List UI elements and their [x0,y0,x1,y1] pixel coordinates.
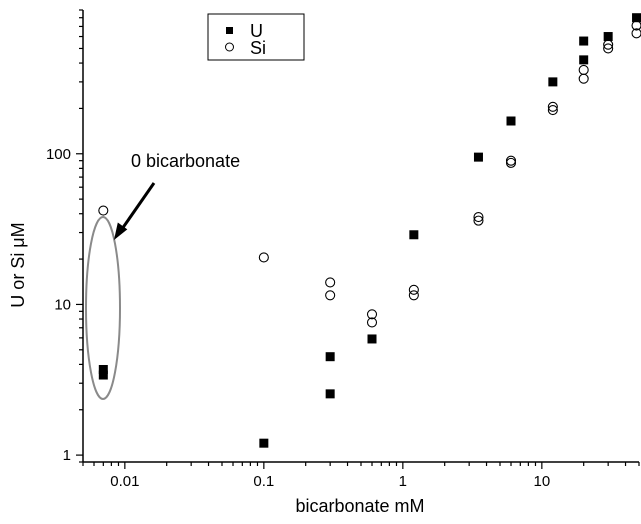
data-point-si [603,43,614,54]
y-tick-label: 100 [46,146,71,163]
axis-ticks: 0.01 0.1 1 10 1 10 100 [46,9,640,490]
data-point-si [631,20,641,31]
data-point-si [631,28,641,39]
data-point-si [408,284,419,295]
data-point-si [473,212,484,223]
highlight-ellipse [85,216,121,400]
data-point-u [367,334,377,344]
data-point-u [579,55,589,65]
x-tick-label: 10 [533,473,550,490]
data-point-u [98,370,108,380]
y-tick-label: 10 [54,296,71,313]
y-axis-label: U or Si μM [8,222,28,307]
data-point-si [98,205,109,216]
annotation: 0 bicarbonate [85,151,240,400]
data-point-si [258,252,269,263]
x-tick-label: 1 [399,473,407,490]
data-point-si [578,73,589,84]
data-point-si [603,39,614,50]
x-tick-label: 0.1 [253,473,274,490]
data-point-si [366,317,378,328]
data-point-si [366,309,378,320]
data-point-u [325,389,335,399]
data-point-si [408,290,419,301]
legend-marker-si [225,42,234,52]
data-point-u [506,116,516,126]
data-point-u [548,77,558,87]
data-point-u [603,32,613,42]
data-point-u [259,438,269,448]
data-marks [98,13,641,448]
annotation-arrow-shaft [120,182,156,230]
annotation-arrowhead [114,222,128,240]
x-tick-label: 0.01 [110,473,139,490]
data-point-si [547,105,558,116]
data-point-u [579,36,589,46]
legend-box [207,13,305,61]
data-point-u [98,364,108,374]
y-axis-label-unit: μM [8,222,28,247]
y-axis-label-prefix: U or Si [8,248,28,308]
legend-label-si: Si [250,38,266,58]
data-point-si [578,64,589,76]
x-axis-label: bicarbonate mM [295,496,424,516]
data-point-si [505,157,517,168]
data-point-si [505,155,517,166]
data-point-u [325,352,335,362]
legend: U Si [207,13,305,61]
data-point-si [547,101,558,112]
data-point-si [325,277,336,288]
annotation-label: 0 bicarbonate [131,151,240,171]
data-point-u [409,230,419,240]
y-tick-label: 1 [63,447,71,464]
legend-marker-u [226,27,233,34]
data-point-si [325,290,336,301]
legend-label-u: U [250,21,263,41]
data-point-si [473,215,484,226]
data-point-u [473,152,483,162]
data-point-u [632,13,641,23]
